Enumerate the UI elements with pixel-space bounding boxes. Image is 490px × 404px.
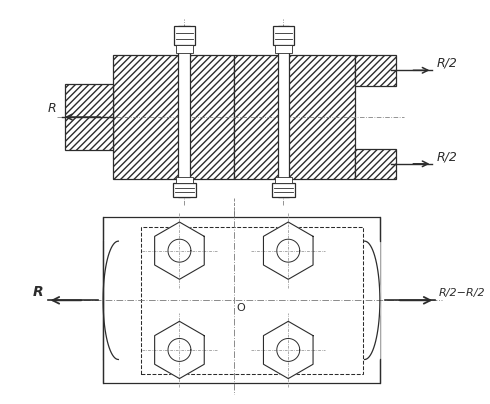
- Text: R: R: [33, 284, 44, 299]
- Polygon shape: [273, 26, 294, 46]
- Polygon shape: [175, 177, 193, 183]
- Polygon shape: [264, 222, 313, 279]
- Text: O: O: [237, 303, 245, 313]
- Polygon shape: [155, 222, 204, 279]
- Polygon shape: [178, 26, 190, 197]
- Polygon shape: [113, 55, 234, 179]
- Polygon shape: [155, 321, 204, 379]
- Polygon shape: [234, 55, 355, 179]
- Polygon shape: [355, 55, 396, 86]
- Text: R/2: R/2: [436, 150, 457, 163]
- Polygon shape: [264, 321, 313, 379]
- Polygon shape: [275, 177, 292, 183]
- Polygon shape: [173, 183, 196, 197]
- Polygon shape: [175, 46, 193, 53]
- Polygon shape: [355, 149, 396, 179]
- Polygon shape: [272, 183, 295, 197]
- Polygon shape: [275, 46, 292, 53]
- Text: R: R: [47, 102, 56, 115]
- Polygon shape: [174, 26, 195, 46]
- Polygon shape: [103, 241, 119, 360]
- Text: R/2−R/2: R/2−R/2: [439, 288, 486, 299]
- Polygon shape: [365, 241, 380, 360]
- Text: R/2: R/2: [436, 57, 457, 69]
- Polygon shape: [65, 84, 113, 150]
- Polygon shape: [278, 26, 289, 197]
